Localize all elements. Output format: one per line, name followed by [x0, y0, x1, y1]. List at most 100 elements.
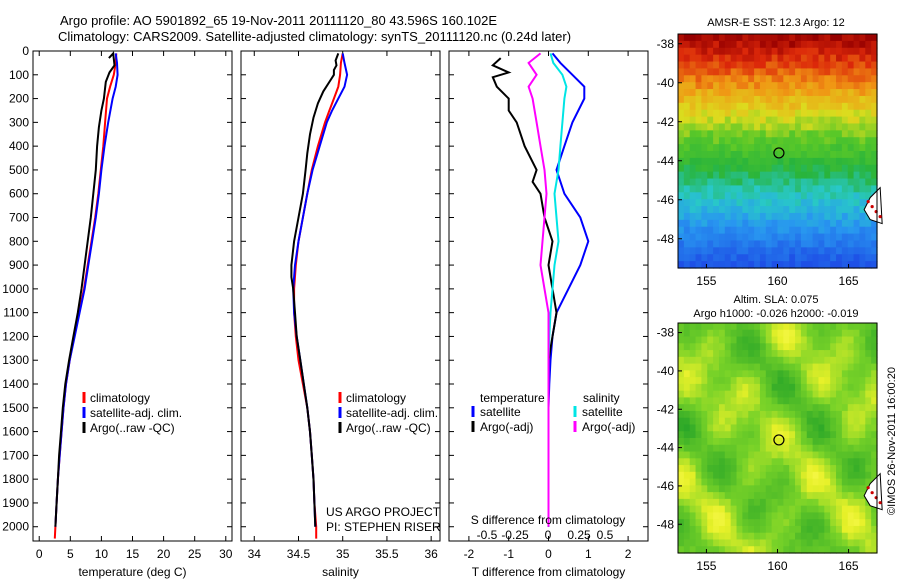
sla_map-cell — [765, 458, 773, 466]
sst_map-cell — [701, 109, 708, 118]
sla_map-cell — [730, 471, 738, 480]
sst_map-cell — [683, 137, 691, 145]
sst_map-cell — [718, 233, 726, 242]
sst_map-cell — [830, 47, 837, 56]
sst_map-cell — [724, 219, 732, 228]
sla_map-cell — [871, 329, 878, 338]
sst_map-cell — [830, 68, 837, 76]
sst_map-cell — [718, 54, 726, 63]
sst_map-cell — [777, 212, 784, 221]
sst_map-cell — [689, 144, 697, 152]
sla_map-cell — [707, 438, 714, 446]
sla_map-cell — [783, 539, 790, 547]
sst_map-cell — [701, 151, 708, 159]
sla_map-cell — [865, 539, 872, 547]
sst_map-cell — [841, 233, 849, 242]
sst_map-cell — [718, 199, 726, 207]
sst_map-cell — [724, 123, 732, 131]
sla_map-cell — [800, 323, 808, 331]
sst_map-cell — [859, 82, 866, 90]
sla_map-cell — [730, 485, 738, 493]
sla_map-cell — [771, 410, 779, 419]
sla_map-cell — [695, 424, 703, 432]
sst_map-cell — [713, 137, 720, 145]
sst_map-cell — [695, 109, 703, 118]
sst_map-cell — [701, 157, 708, 166]
sst_map-cell — [695, 233, 703, 242]
sla_map-cell — [789, 458, 796, 466]
temperature-x-tick-label: 0 — [36, 547, 43, 561]
sst_map-cell — [871, 185, 878, 193]
sst_map-cell — [736, 109, 743, 118]
sla_map-cell — [853, 336, 861, 344]
sst_map-cell — [777, 254, 784, 262]
sla_map-cell — [724, 404, 732, 412]
sla_map-cell — [713, 383, 720, 392]
sst_map-cell — [859, 261, 866, 269]
sst_map-cell — [689, 75, 697, 83]
sst_map-cell — [830, 116, 837, 125]
sst_map-cell — [818, 47, 825, 56]
sla_map-cell — [818, 410, 825, 419]
sla_map-cell — [777, 438, 784, 446]
sla_map-cell — [812, 356, 820, 365]
sst_map-cell — [806, 192, 814, 200]
sst_map-cell — [841, 68, 849, 76]
sla_map-cell — [830, 471, 837, 480]
sst_map-cell — [730, 157, 738, 166]
sla_map-cell — [783, 438, 790, 446]
sst_map-cell — [759, 144, 767, 152]
sst_map-cell — [724, 95, 732, 104]
sla_map-cell — [800, 383, 808, 392]
sla_map-cell — [742, 397, 749, 405]
sst_map-cell — [724, 144, 732, 152]
sla_map-cell — [865, 424, 872, 432]
sst_map-cell — [748, 68, 755, 76]
sla_map-cell — [771, 383, 779, 392]
sla_map-cell — [689, 458, 697, 466]
sst_map-cell — [800, 178, 808, 187]
sst_map-lat-label: -38 — [657, 37, 675, 51]
sla_map-cell — [841, 390, 849, 399]
sla_map-cell — [806, 404, 814, 412]
sla_map-cell — [765, 512, 773, 520]
sst_map-cell — [724, 54, 732, 63]
sla_map-cell — [777, 451, 784, 459]
sla_map-cell — [789, 465, 796, 473]
sla_map-cell — [724, 417, 732, 426]
sst_map-cell — [765, 261, 773, 269]
sst_map-cell — [830, 95, 837, 104]
sla_map-cell — [853, 525, 861, 534]
sst_map-cell — [818, 240, 825, 248]
sst_map-cell — [812, 47, 820, 56]
sla_map-cell — [800, 370, 808, 378]
sst_map-cell — [724, 171, 732, 180]
sst_map-cell — [759, 82, 767, 90]
sla_map-cell — [765, 546, 773, 554]
salinity-legend-label: climatology — [346, 391, 406, 405]
sst_map-cell — [683, 95, 691, 104]
sst_map-lat-label: -42 — [657, 115, 675, 129]
sla_map-cell — [824, 525, 831, 534]
sst_map-lat-label: -44 — [657, 154, 675, 168]
sst_map-cell — [771, 95, 779, 104]
sst_map-cell — [818, 219, 825, 228]
sla_map-cell — [812, 417, 820, 426]
sla_map-cell — [759, 404, 767, 412]
sla_map-cell — [841, 336, 849, 344]
sla_map-cell — [830, 492, 837, 500]
sla_map-cell — [789, 383, 796, 392]
sla_map-cell — [683, 424, 691, 432]
sla_map-cell — [724, 525, 732, 534]
sla_map-cell — [707, 465, 714, 473]
sst_map-cell — [701, 34, 708, 42]
sst_map-cell — [853, 47, 861, 56]
sla_map-cell — [824, 410, 831, 419]
sst_map-cell — [812, 75, 820, 83]
sla_map-cell — [824, 478, 831, 486]
sst_map-cell — [812, 68, 820, 76]
sst_map-cell — [683, 89, 691, 97]
sst_map-cell — [765, 192, 773, 200]
sla_map-cell — [789, 404, 796, 412]
sst_map-cell — [806, 240, 814, 248]
